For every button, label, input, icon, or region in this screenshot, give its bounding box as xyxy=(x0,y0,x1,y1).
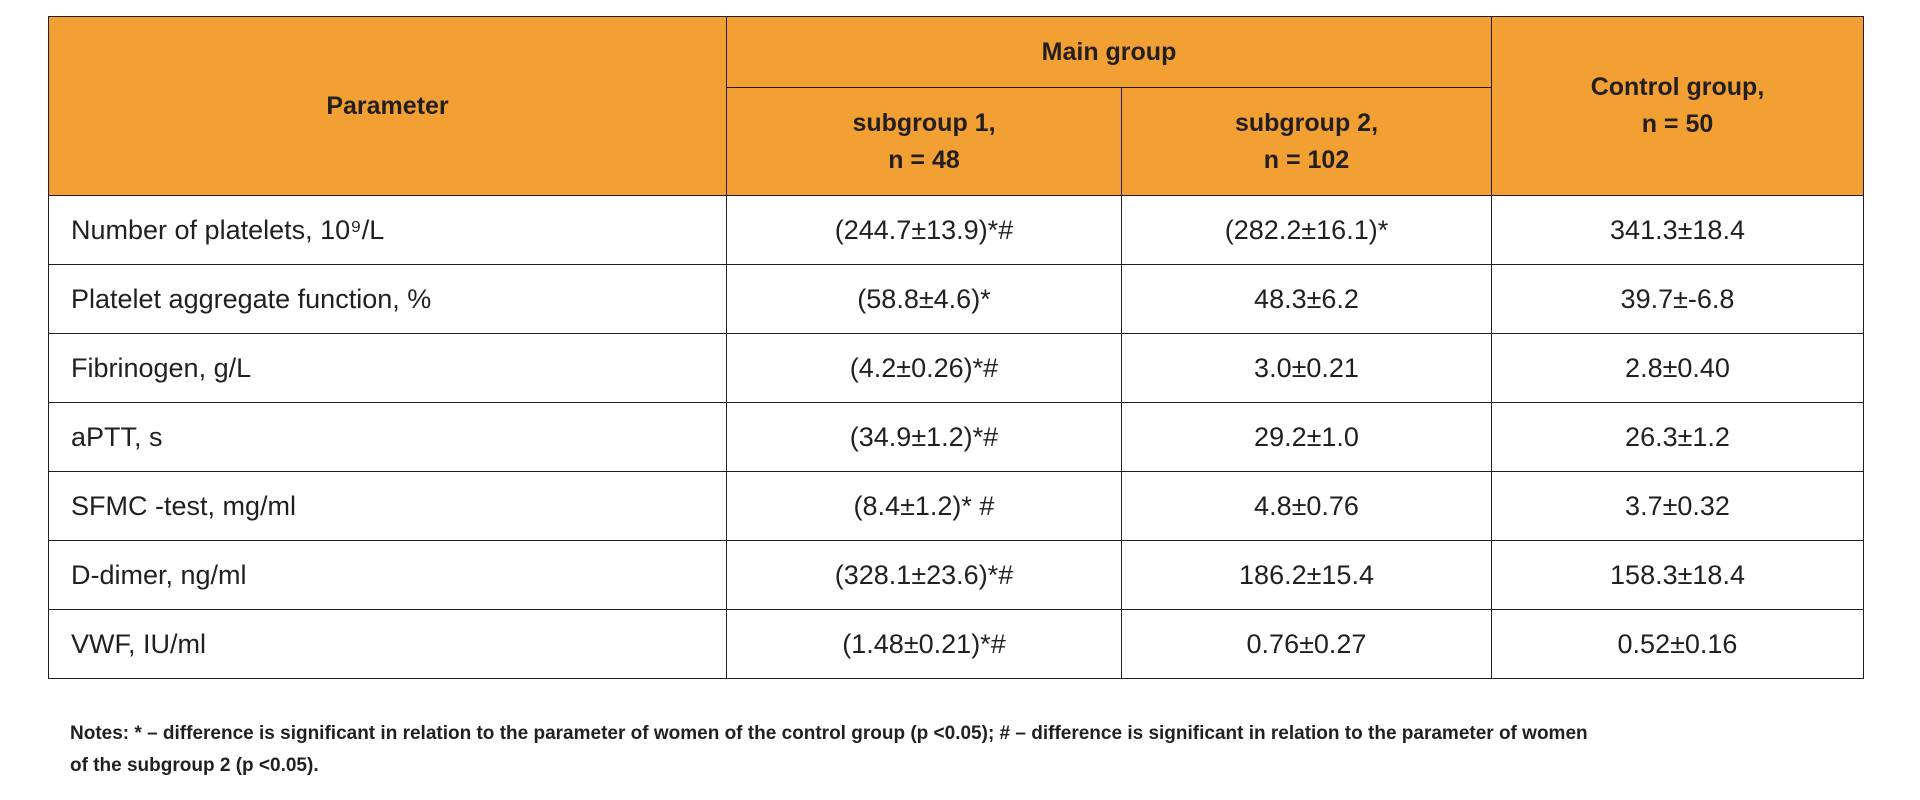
cell-control: 341.3±18.4 xyxy=(1491,195,1864,265)
table-row: VWF, IU/ml (1.48±0.21)*# 0.76±0.27 0.52±… xyxy=(48,609,1864,679)
cell-subgroup-1: (4.2±0.26)*# xyxy=(726,333,1122,403)
cell-subgroup-1: (8.4±1.2)* # xyxy=(726,471,1122,541)
cell-subgroup-2: 0.76±0.27 xyxy=(1121,609,1492,679)
notes-line-1: Notes: * – difference is significant in … xyxy=(70,723,1588,744)
cell-subgroup-1: (244.7±13.9)*# xyxy=(726,195,1122,265)
header-subgroup-1-line-2: n = 48 xyxy=(888,145,960,174)
cell-subgroup-2: 29.2±1.0 xyxy=(1121,402,1492,472)
cell-parameter: Platelet aggregate function, % xyxy=(48,264,727,334)
header-subgroup-2: subgroup 2, n = 102 xyxy=(1121,87,1492,196)
cell-parameter: D-dimer, ng/ml xyxy=(48,540,727,610)
cell-control: 39.7±-6.8 xyxy=(1491,264,1864,334)
cell-subgroup-1: (1.48±0.21)*# xyxy=(726,609,1122,679)
header-subgroup-2-line-2: n = 102 xyxy=(1263,145,1350,174)
table-row: aPTT, s (34.9±1.2)*# 29.2±1.0 26.3±1.2 xyxy=(48,402,1864,472)
table-row: SFMC -test, mg/ml (8.4±1.2)* # 4.8±0.76 … xyxy=(48,471,1864,541)
results-table-wrapper: Parameter Main group Control group, n = … xyxy=(48,16,1864,679)
cell-parameter: Number of platelets, 10⁹/L xyxy=(48,195,727,265)
cell-parameter: VWF, IU/ml xyxy=(48,609,727,679)
cell-parameter: aPTT, s xyxy=(48,402,727,472)
cell-parameter: Fibrinogen, g/L xyxy=(48,333,727,403)
cell-control: 158.3±18.4 xyxy=(1491,540,1864,610)
table-row: Fibrinogen, g/L (4.2±0.26)*# 3.0±0.21 2.… xyxy=(48,333,1864,403)
header-subgroup-2-line-1: subgroup 2, xyxy=(1234,108,1379,137)
cell-control: 0.52±0.16 xyxy=(1491,609,1864,679)
cell-subgroup-1: (34.9±1.2)*# xyxy=(726,402,1122,472)
notes-line-2: of the subgroup 2 (p <0.05). xyxy=(70,755,319,776)
header-control-group: Control group, n = 50 xyxy=(1491,16,1864,196)
cell-subgroup-2: (282.2±16.1)* xyxy=(1121,195,1492,265)
cell-subgroup-1: (58.8±4.6)* xyxy=(726,264,1122,334)
cell-subgroup-2: 48.3±6.2 xyxy=(1121,264,1492,334)
table-notes: Notes: * – difference is significant in … xyxy=(70,718,1870,782)
header-parameter: Parameter xyxy=(48,16,727,196)
table-row: Platelet aggregate function, % (58.8±4.6… xyxy=(48,264,1864,334)
table-row: Number of platelets, 10⁹/L (244.7±13.9)*… xyxy=(48,195,1864,265)
header-subgroup-1: subgroup 1, n = 48 xyxy=(726,87,1122,196)
header-control-line-2: n = 50 xyxy=(1641,110,1714,138)
cell-control: 3.7±0.32 xyxy=(1491,471,1864,541)
table-row: D-dimer, ng/ml (328.1±23.6)*# 186.2±15.4… xyxy=(48,540,1864,610)
header-main-group: Main group xyxy=(726,16,1492,88)
results-table: Parameter Main group Control group, n = … xyxy=(48,16,1864,679)
header-control-line-1: Control group, xyxy=(1590,73,1765,101)
cell-control: 26.3±1.2 xyxy=(1491,402,1864,472)
cell-subgroup-2: 186.2±15.4 xyxy=(1121,540,1492,610)
cell-subgroup-2: 3.0±0.21 xyxy=(1121,333,1492,403)
header-subgroup-1-line-1: subgroup 1, xyxy=(852,108,996,137)
cell-parameter: SFMC -test, mg/ml xyxy=(48,471,727,541)
cell-subgroup-1: (328.1±23.6)*# xyxy=(726,540,1122,610)
cell-subgroup-2: 4.8±0.76 xyxy=(1121,471,1492,541)
cell-control: 2.8±0.40 xyxy=(1491,333,1864,403)
